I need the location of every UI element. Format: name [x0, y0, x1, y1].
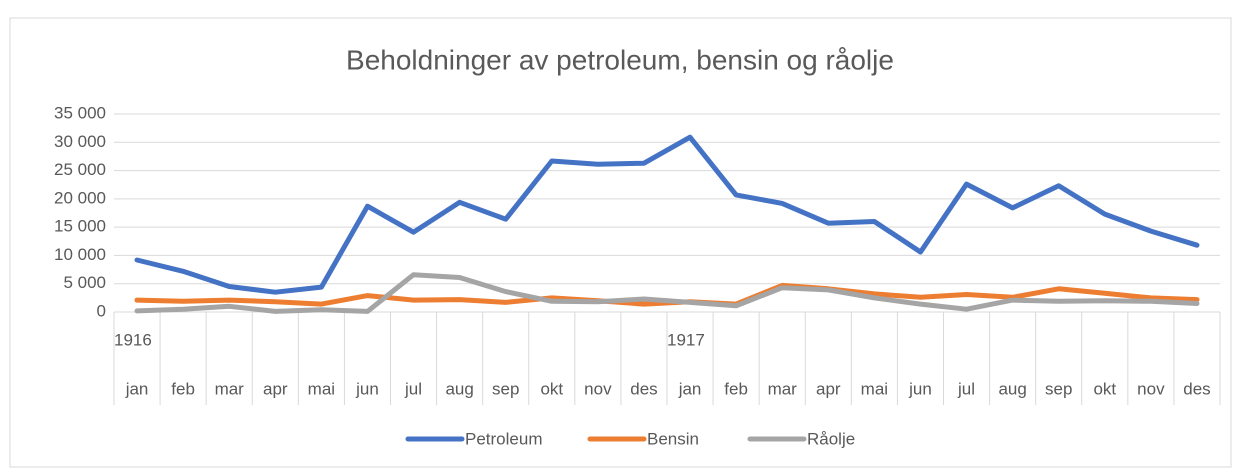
year-label: 1917	[667, 330, 705, 349]
x-tick-label: jul	[404, 379, 422, 398]
y-tick-label: 0	[97, 301, 106, 320]
x-tick-label: nov	[584, 379, 612, 398]
x-tick-label: feb	[171, 379, 195, 398]
x-tick-label: feb	[724, 379, 748, 398]
x-tick-label: nov	[1137, 379, 1165, 398]
x-tick-label: des	[1183, 379, 1210, 398]
y-tick-label: 20 000	[54, 188, 106, 207]
x-tick-label: aug	[998, 379, 1026, 398]
legend-label: Råolje	[807, 429, 855, 448]
x-tick-label: apr	[816, 379, 841, 398]
series-line	[134, 272, 1200, 314]
series-line	[134, 134, 1200, 295]
y-tick-label: 10 000	[54, 245, 106, 264]
x-tick-label: sep	[492, 379, 519, 398]
x-tick-label: jan	[678, 379, 702, 398]
x-tick-label: mai	[861, 379, 888, 398]
x-tick-label: jun	[908, 379, 932, 398]
y-tick-label: 25 000	[54, 160, 106, 179]
x-tick-label: aug	[445, 379, 473, 398]
x-tick-label: okt	[1093, 379, 1116, 398]
y-tick-label: 35 000	[54, 103, 106, 122]
y-tick-label: 30 000	[54, 132, 106, 151]
x-tick-label: apr	[263, 379, 288, 398]
legend-label: Bensin	[647, 429, 699, 448]
y-tick-label: 15 000	[54, 217, 106, 236]
legend-label: Petroleum	[465, 429, 542, 448]
chart-title: Beholdninger av petroleum, bensin og råo…	[346, 44, 894, 75]
year-label: 1916	[114, 330, 152, 349]
x-tick-label: mai	[308, 379, 335, 398]
x-tick-label: mar	[215, 379, 245, 398]
x-tick-label: jun	[355, 379, 379, 398]
y-tick-label: 5 000	[63, 273, 106, 292]
x-tick-label: mar	[768, 379, 798, 398]
x-tick-label: sep	[1045, 379, 1072, 398]
x-tick-label: jul	[957, 379, 975, 398]
x-tick-label: des	[630, 379, 657, 398]
x-tick-label: jan	[125, 379, 149, 398]
x-tick-label: okt	[540, 379, 563, 398]
